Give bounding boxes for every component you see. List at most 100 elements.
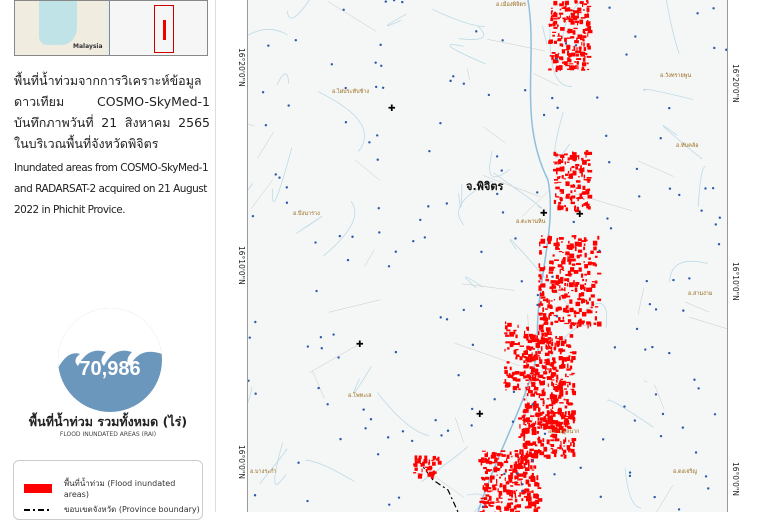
flood-patch	[530, 366, 532, 369]
water-station-marker	[502, 211, 504, 213]
flood-patch	[539, 423, 544, 426]
road	[462, 284, 515, 291]
water-station-marker	[248, 380, 250, 382]
flood-patch	[569, 63, 574, 64]
water-station-marker	[521, 483, 523, 485]
flood-patch	[541, 421, 543, 423]
water-station-marker	[342, 9, 344, 11]
water-station-marker	[672, 279, 674, 281]
water-station-marker	[419, 219, 421, 221]
flood-patch	[548, 351, 552, 353]
landmark-marker: ✚	[476, 410, 484, 420]
flood-patch	[565, 274, 569, 276]
water-station-marker	[556, 315, 558, 317]
flood-patch	[523, 410, 525, 412]
flood-patch	[564, 323, 569, 324]
flood-patch	[581, 193, 585, 195]
water-station-marker	[332, 333, 334, 335]
flood-patch	[575, 51, 580, 53]
flood-patch	[501, 454, 505, 457]
flood-patch	[551, 420, 554, 425]
flood-patch	[559, 365, 563, 369]
flood-patch	[532, 423, 537, 424]
place-label: อ.ทับคล้อ	[676, 142, 699, 150]
flood-patch	[587, 192, 589, 195]
flood-patch	[554, 179, 558, 181]
flood-patch	[540, 398, 544, 400]
flood-patch	[528, 454, 533, 457]
flood-patch	[572, 166, 575, 168]
flood-patch	[591, 284, 595, 288]
flood-patch	[421, 463, 425, 467]
flood-patch	[586, 53, 587, 55]
flood-patch	[551, 448, 554, 449]
water-station-marker	[524, 89, 526, 91]
flood-patch	[536, 364, 539, 366]
flood-patch	[557, 25, 559, 27]
flood-patch	[580, 166, 581, 169]
flood-patch	[554, 162, 558, 163]
flood-patch	[558, 279, 562, 282]
flood-patch	[537, 426, 540, 428]
flood-patch	[560, 385, 563, 390]
flood-patch	[588, 163, 591, 166]
water-station-marker	[424, 236, 426, 238]
water-station-marker	[375, 86, 377, 88]
flood-patch	[584, 56, 585, 59]
flood-patch	[593, 247, 595, 251]
flood-map[interactable]: ✚✚✚✚✚ อ.เมืองพิจิตร อ.ไผ่ประทับช้าง อ.วั…	[248, 0, 727, 512]
water-station-marker	[411, 440, 413, 442]
water-station-marker	[452, 75, 454, 77]
flood-patch	[576, 187, 580, 188]
flood-patch	[559, 356, 563, 360]
flood-patch	[564, 205, 566, 207]
flood-patch	[485, 488, 488, 491]
flood-patch	[567, 256, 568, 259]
flood-patch	[508, 499, 513, 501]
flood-patch	[573, 280, 575, 285]
water-station-marker	[265, 124, 267, 126]
water-station-marker	[606, 217, 608, 219]
flood-patch	[570, 185, 575, 188]
flood-patch	[532, 367, 535, 371]
flood-patch	[509, 332, 514, 337]
flood-patch	[423, 459, 427, 464]
water-station-marker	[314, 241, 316, 243]
flood-patch	[556, 168, 560, 172]
flood-patch	[532, 490, 534, 493]
water-station-marker	[705, 475, 707, 477]
flood-patch	[529, 348, 531, 351]
road	[467, 69, 469, 80]
flood-patch	[560, 193, 562, 194]
flood-patch	[551, 56, 553, 60]
province-boundary	[418, 460, 458, 512]
road	[355, 160, 380, 180]
flood-patch	[539, 242, 540, 247]
flood-patch	[548, 383, 549, 386]
place-label: อ.ดงเจริญ	[673, 468, 697, 476]
water-station-marker	[385, 0, 387, 2]
water-station-marker	[434, 419, 436, 421]
flood-patch	[580, 52, 585, 57]
flood-patch	[573, 443, 575, 447]
flood-patch	[515, 334, 517, 338]
flood-patch	[556, 307, 559, 311]
flood-patch	[581, 42, 582, 45]
flood-patch	[539, 267, 544, 271]
water-station-marker	[596, 96, 598, 98]
flood-patch	[582, 186, 585, 190]
flood-patch	[578, 176, 580, 177]
flood-patch	[538, 331, 540, 335]
flood-patch	[538, 498, 543, 502]
flood-patch	[521, 498, 523, 501]
flood-patch	[568, 29, 571, 34]
latitude-axis-left: 16°20'0"N 16°10'0"N 16°0'0"N	[216, 0, 248, 512]
flood-patch	[525, 424, 527, 426]
flood-patch	[553, 27, 557, 29]
flood-patch	[554, 321, 558, 323]
flood-patch	[587, 271, 590, 275]
flood-patch	[557, 398, 559, 401]
flood-patch	[486, 462, 488, 463]
water-station-marker	[326, 403, 328, 405]
flood-patch	[586, 279, 587, 282]
